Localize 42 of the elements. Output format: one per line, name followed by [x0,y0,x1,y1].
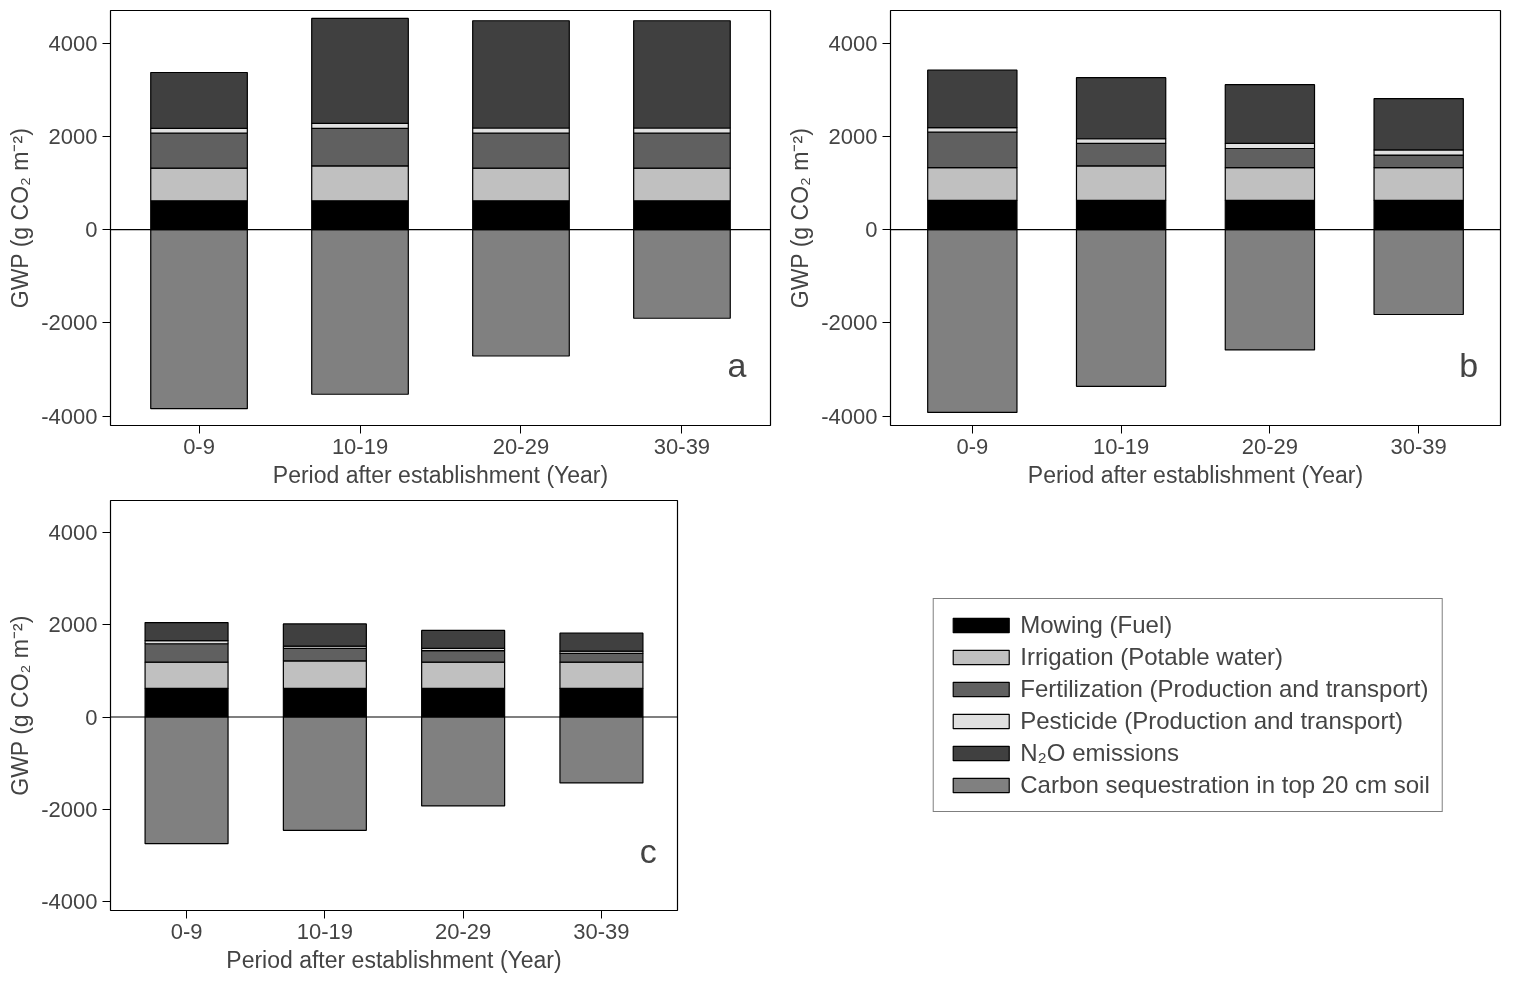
x-tick-label: 0-9 [183,433,215,459]
y-tick-label: 2000 [48,123,98,149]
x-tick-label: 10-19 [331,433,389,459]
y-tick-label: 0 [85,704,98,730]
x-axis-title: Period after establishment (Year) [1027,461,1364,488]
y-tick-label: -4000 [41,403,98,429]
x-tick-label: 30-39 [1390,433,1447,459]
x-tick-label: 20-29 [435,918,492,944]
y-tick-label: 4000 [48,30,98,56]
y-tick-label: -2000 [821,310,878,336]
y-tick-label: -4000 [821,403,878,429]
x-tick-label: 0-9 [956,433,989,459]
y-tick-label: -2000 [41,310,98,336]
legend-label: Carbon sequestration in top 20 cm soil [1020,771,1430,799]
annotation: b [1459,346,1479,384]
x-tick-label: 30-39 [653,433,711,459]
y-tick-label: -4000 [41,888,98,914]
y-axis-title: GWP (g CO₂ m⁻²) [7,615,34,796]
y-axis-title: GWP (g CO₂ m⁻²) [7,128,34,309]
x-tick-label: 20-29 [1241,433,1299,459]
x-axis-title: Period after establishment (Year) [226,946,562,973]
legend-label: Irrigation (Potable water) [1020,643,1283,671]
y-tick-label: 0 [85,217,98,243]
y-tick-label: 0 [865,217,878,243]
x-axis-title: Period after establishment (Year) [272,461,609,488]
y-tick-label: 4000 [48,520,98,546]
x-tick-label: 20-29 [492,433,550,459]
y-tick-label: -2000 [41,796,98,822]
x-tick-label: 30-39 [573,918,630,944]
legend-label: N₂O emissions [1020,739,1179,767]
y-tick-label: 2000 [828,123,878,149]
x-tick-label: 10-19 [296,918,353,944]
legend-label: Fertilization (Production and transport) [1020,675,1429,703]
y-tick-label: 4000 [828,30,878,56]
x-tick-label: 0-9 [170,918,203,944]
y-tick-label: 2000 [48,612,98,638]
annotation: a [727,346,747,384]
annotation: c [639,831,657,870]
legend-label: Pesticide (Production and transport) [1020,707,1404,735]
x-tick-label: 10-19 [1092,433,1150,459]
y-axis-title: GWP (g CO₂ m⁻²) [787,128,814,309]
legend-label: Mowing (Fuel) [1020,611,1173,639]
